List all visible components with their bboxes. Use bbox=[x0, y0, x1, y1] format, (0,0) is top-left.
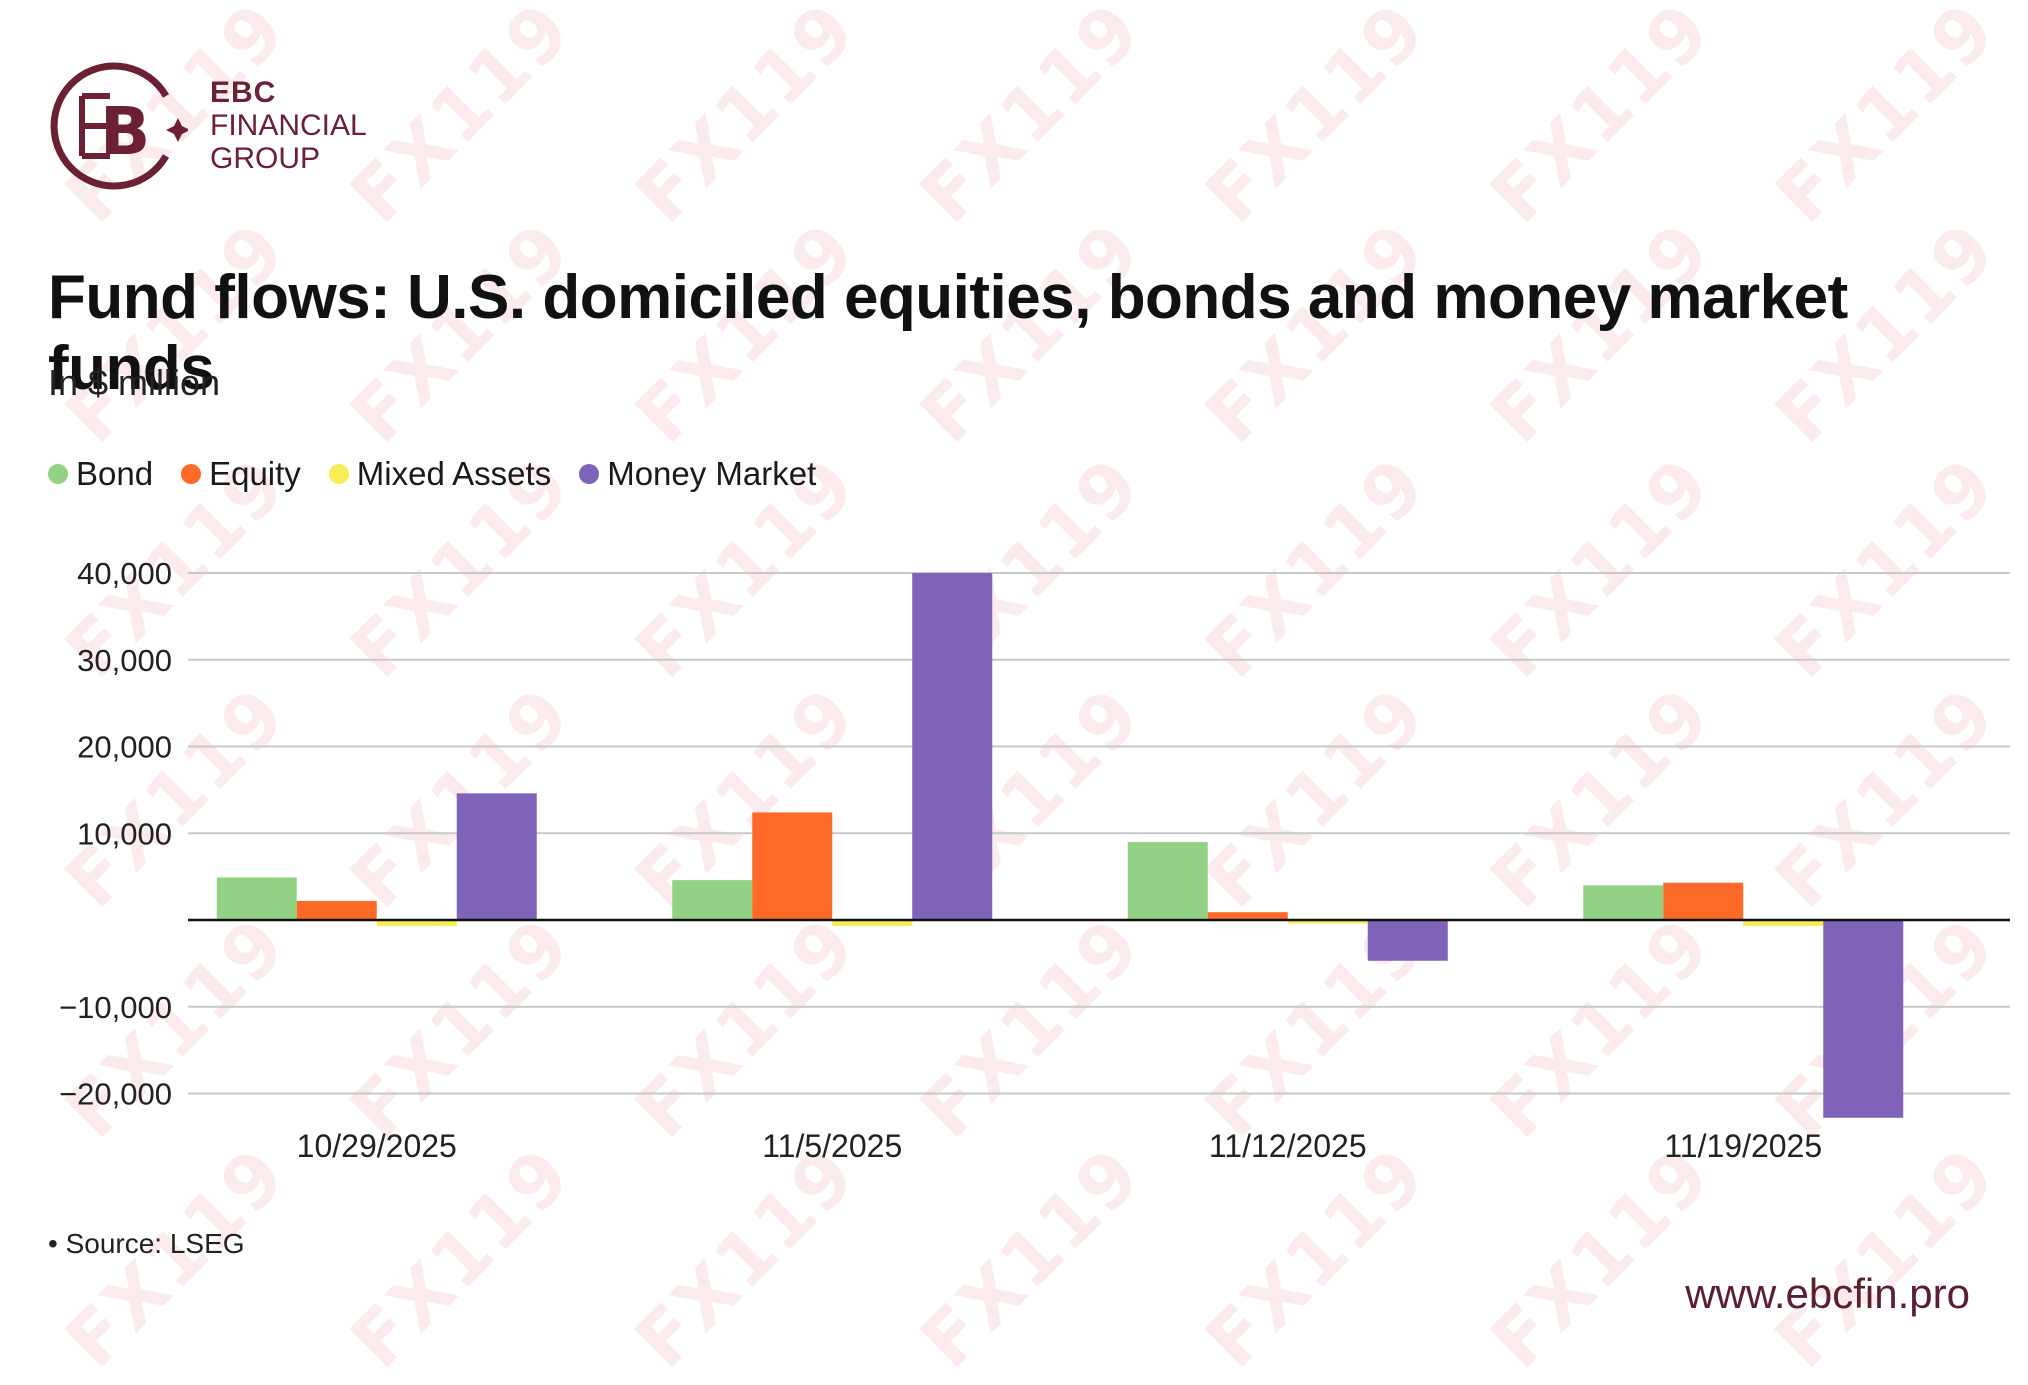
legend-label: Mixed Assets bbox=[356, 455, 552, 492]
logo-text: EBC FINANCIAL GROUP bbox=[210, 76, 367, 175]
chart-title: Fund flows: U.S. domiciled equities, bon… bbox=[48, 263, 1848, 403]
legend-item: Money Market bbox=[579, 455, 816, 493]
x-tick-label: 10/29/2025 bbox=[297, 1128, 457, 1164]
x-tick-label: 11/19/2025 bbox=[1664, 1128, 1822, 1164]
legend-item: Mixed Assets bbox=[328, 455, 552, 493]
legend-swatch bbox=[579, 464, 600, 484]
y-tick-label: 30,000 bbox=[77, 643, 172, 678]
bar bbox=[296, 900, 377, 920]
bar bbox=[832, 920, 913, 927]
website-url: www.ebcfin.pro bbox=[1685, 1270, 1970, 1317]
bar bbox=[1663, 882, 1744, 920]
chart-legend: Bond Equity Mixed Assets Money Market bbox=[48, 455, 816, 493]
bar bbox=[1823, 920, 1904, 1118]
logo-line1: EBC bbox=[210, 76, 277, 109]
bar bbox=[376, 920, 457, 927]
bar bbox=[1287, 920, 1368, 924]
y-tick-label: 40,000 bbox=[77, 556, 172, 591]
bar bbox=[1367, 920, 1448, 961]
y-tick-label: −20,000 bbox=[59, 1077, 172, 1112]
bar bbox=[1127, 841, 1208, 920]
legend-item: Bond bbox=[48, 455, 153, 493]
x-tick-label: 11/12/2025 bbox=[1209, 1128, 1367, 1164]
sparkle-icon bbox=[166, 118, 190, 142]
legend-label: Bond bbox=[76, 455, 154, 492]
logo-line3: GROUP bbox=[210, 142, 321, 175]
bar bbox=[1743, 920, 1824, 927]
bar bbox=[1207, 912, 1288, 920]
logo-monogram: B bbox=[100, 93, 150, 170]
bar bbox=[752, 812, 833, 920]
y-tick-label: 10,000 bbox=[77, 816, 172, 851]
bar bbox=[456, 793, 537, 920]
legend-swatch bbox=[181, 464, 202, 484]
company-logo: B EBC FINANCIAL GROUP bbox=[48, 56, 388, 196]
bar bbox=[912, 573, 993, 920]
source-note: • Source: LSEG bbox=[48, 1228, 245, 1259]
bar bbox=[672, 880, 753, 920]
legend-label: Equity bbox=[209, 455, 301, 492]
legend-item: Equity bbox=[181, 455, 301, 493]
logo-line2: FINANCIAL bbox=[210, 109, 367, 142]
legend-swatch bbox=[328, 464, 349, 484]
chart-subtitle: In $ million bbox=[48, 362, 221, 403]
logo-emblem-icon: B bbox=[50, 62, 190, 190]
bar bbox=[1583, 885, 1664, 920]
x-tick-label: 11/5/2025 bbox=[762, 1128, 902, 1164]
legend-label: Money Market bbox=[607, 455, 817, 492]
y-tick-label: −10,000 bbox=[59, 990, 172, 1025]
bar bbox=[216, 877, 297, 920]
y-tick-label: 20,000 bbox=[77, 730, 172, 765]
legend-swatch bbox=[48, 464, 68, 484]
